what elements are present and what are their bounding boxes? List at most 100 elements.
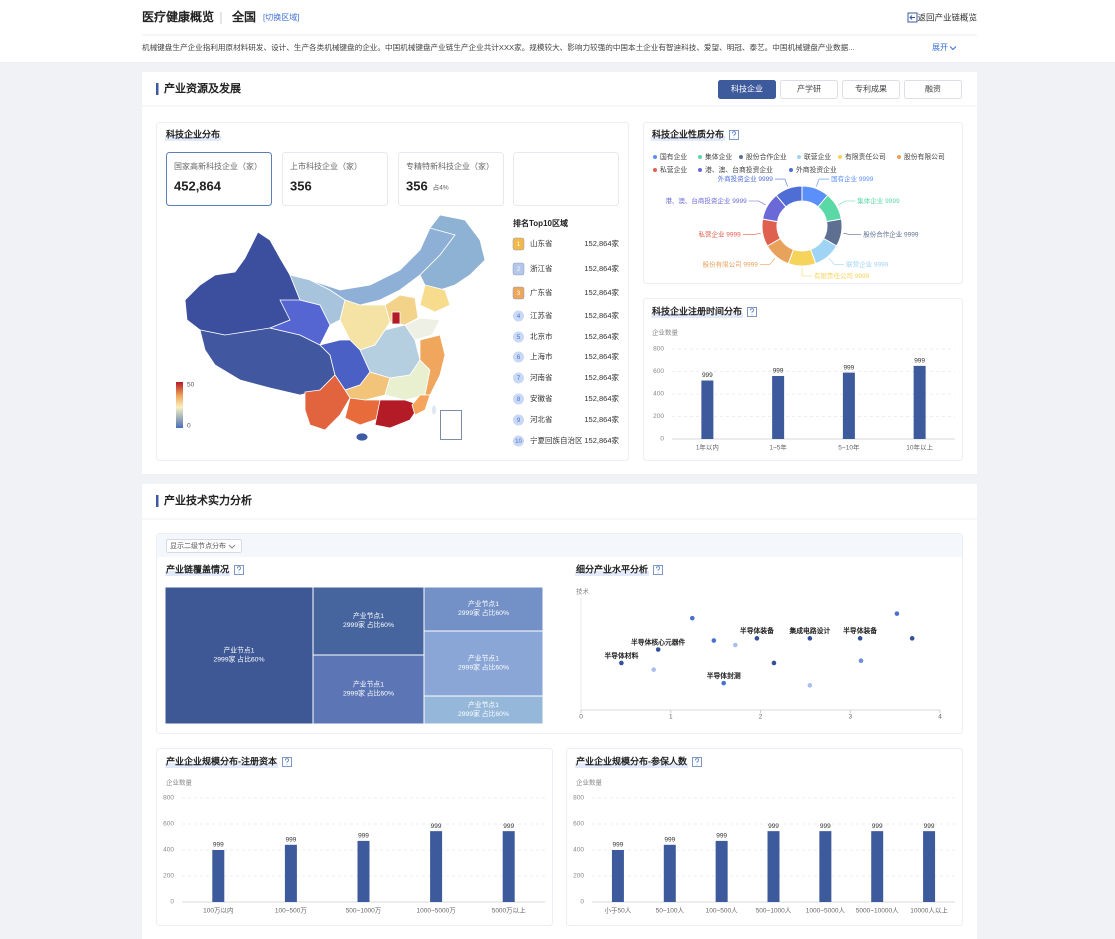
pie-label-name: 股份有限公司: [703, 259, 742, 268]
bar-label: 999: [768, 823, 779, 830]
help-glyph: [731, 131, 737, 139]
bar-label: 999: [773, 368, 784, 375]
bar-label: 999: [612, 842, 623, 849]
tab[interactable]: [904, 80, 962, 99]
x-tick-label: 5000~10000人: [856, 907, 899, 915]
bar-label: 999: [285, 837, 296, 844]
y-tick-label: 200: [163, 873, 174, 880]
x-tick-label: 1~5年: [769, 443, 787, 452]
expand-link[interactable]: 展开: [932, 43, 948, 52]
x-tick-label: 5~10年: [838, 443, 860, 452]
rank-badge: [513, 310, 524, 322]
pie-label: 股份有限公司 9999: [703, 259, 759, 268]
stat-value: 452,864: [174, 178, 222, 193]
stat-value: 356: [406, 178, 428, 193]
card-title: 产业企业规模分布-注册资本: [166, 755, 278, 766]
tab-label: 产学研: [797, 84, 821, 94]
expand-chevron: [949, 46, 957, 51]
legend-label: 联营企业: [804, 152, 831, 161]
point-label: 集成电路设计: [788, 626, 830, 635]
rank-name: 宁夏回族自治区: [530, 435, 583, 445]
tab[interactable]: [780, 80, 838, 99]
pie-leader: [774, 178, 788, 187]
rank-value: 152,864家: [584, 263, 619, 273]
y-tick-label: 200: [653, 413, 664, 420]
rank-value: 152,864家: [584, 331, 619, 341]
legend-dot: [698, 168, 702, 172]
bar: [284, 844, 297, 902]
rank-number: 8: [517, 397, 521, 403]
rank-number: 6: [517, 355, 521, 361]
pie-label-name: 有限责任公司: [814, 271, 853, 280]
pie-label-value: 9999: [726, 231, 741, 238]
rank-medal: [512, 286, 525, 300]
rank-number: 2: [517, 267, 521, 273]
scatter-point: [858, 658, 864, 664]
bar-label: 999: [914, 358, 925, 365]
rank-value: 152,864家: [584, 287, 619, 297]
region: [419, 214, 486, 291]
pie-label-value: 9999: [732, 198, 747, 205]
y-tick-label: 600: [653, 368, 664, 375]
section-title: 产业资源及发展: [164, 81, 242, 95]
scatter-point: [807, 683, 813, 688]
treemap-name: 产业节点1: [353, 611, 384, 620]
scatter-point: [721, 680, 727, 686]
tab-label: 融资: [925, 84, 941, 94]
bar: [819, 831, 832, 902]
y-tick-label: 400: [653, 391, 664, 398]
x-tick-label: 100万以内: [203, 906, 233, 915]
x-tick-label: 1年以内: [696, 443, 719, 452]
title-highlight: [575, 571, 650, 576]
pie-label-name: 国有企业: [831, 174, 858, 183]
scatter-point: [711, 638, 717, 643]
back-icon[interactable]: [907, 12, 918, 23]
card-title: 产业企业规模分布-参保人数: [576, 755, 688, 766]
x-tick-label: 1: [669, 714, 673, 721]
rank-number: 9: [517, 418, 521, 424]
treemap-label: 2999家 占比60%: [458, 662, 509, 671]
stat-note: 占4%: [433, 183, 449, 192]
pie-leader: [801, 268, 812, 277]
switch-region[interactable]: [切换区域]: [263, 12, 299, 22]
stat-value: 356: [290, 178, 312, 193]
card-title: 科技企业性质分布: [652, 128, 724, 139]
rank-number: 10: [515, 439, 522, 445]
bar-label: 999: [716, 833, 727, 840]
rank-medal: [512, 237, 525, 251]
rank-value: 152,864家: [584, 435, 619, 445]
y-tick-label: 800: [573, 795, 584, 802]
y-axis-label: 技术: [576, 587, 590, 596]
legend-dot: [789, 168, 793, 172]
region: [355, 432, 369, 442]
back-link[interactable]: 返回产业链概览: [917, 12, 977, 22]
card-title: 科技企业注册时间分布: [652, 305, 742, 316]
rank-badge: [513, 331, 524, 343]
stat-label: 专精特新科技企业（家）: [406, 161, 494, 171]
help-glyph: [749, 308, 755, 316]
rank-value: 152,864家: [584, 310, 619, 320]
title-highlight: [651, 136, 726, 141]
rank-name: 北京市: [530, 331, 553, 341]
tab[interactable]: [842, 80, 900, 99]
tab[interactable]: [718, 80, 776, 99]
x-tick-label: 500~1000万: [346, 907, 382, 915]
legend-label: 股份合作企业: [746, 152, 787, 161]
stat-box: [282, 152, 388, 206]
pie-label-name: 联营企业: [846, 259, 873, 268]
y-axis-label: 企业数量: [576, 778, 603, 787]
help-glyph: [655, 566, 661, 574]
region: [419, 284, 451, 313]
rank-number: 5: [517, 335, 521, 341]
legend-label: 集体企业: [705, 152, 732, 161]
x-tick-label: 1000~5000万: [416, 907, 456, 915]
y-tick-label: 0: [660, 436, 664, 443]
section-marker: [156, 495, 159, 507]
rank-badge: [513, 372, 524, 384]
bar-label: 999: [431, 823, 442, 830]
tabs: 科技企业 产学研 专利成果 融资: [718, 80, 962, 99]
page-title: 医疗健康概览: [142, 9, 214, 24]
treemap-label: 2999家 占比60%: [213, 654, 264, 663]
dropdown[interactable]: [166, 539, 242, 553]
